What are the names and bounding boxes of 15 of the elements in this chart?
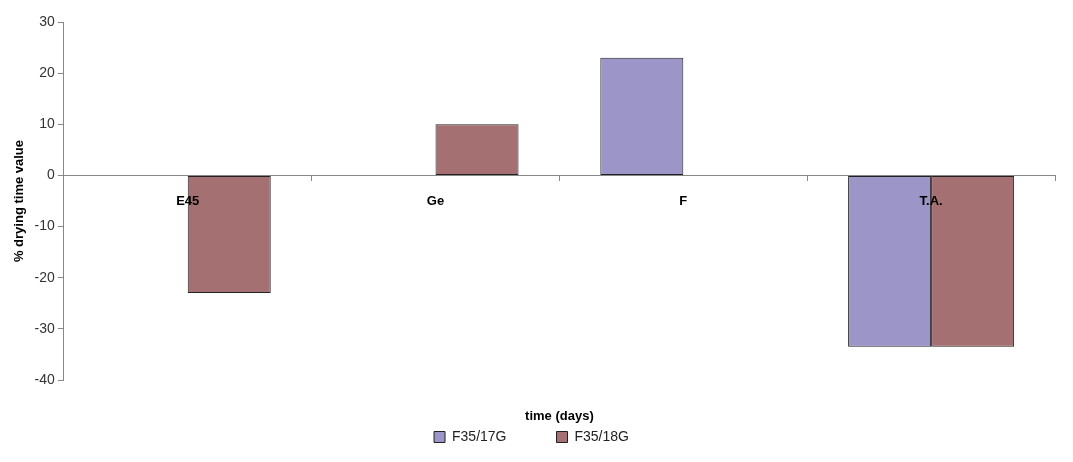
x-tick-label: F — [679, 193, 688, 209]
x-tick-label: Ge — [426, 193, 445, 209]
x-axis-title: time (days) — [525, 407, 594, 423]
y-tick-label: -20 — [34, 268, 56, 285]
legend-label: F35/18G — [574, 427, 629, 444]
y-tick-label: 30 — [39, 12, 56, 29]
y-tick-label: -30 — [34, 319, 56, 336]
y-tick-label: 0 — [47, 166, 56, 183]
y-axis-title: % drying time value — [11, 139, 27, 263]
y-tick-label: -10 — [34, 217, 56, 234]
y-tick-label: 20 — [39, 64, 56, 80]
x-tick-label: E45 — [176, 193, 200, 209]
y-tick-label: -40 — [34, 370, 56, 387]
y-tick-label: 10 — [39, 115, 56, 132]
legend-label: F35/17G — [452, 427, 507, 444]
